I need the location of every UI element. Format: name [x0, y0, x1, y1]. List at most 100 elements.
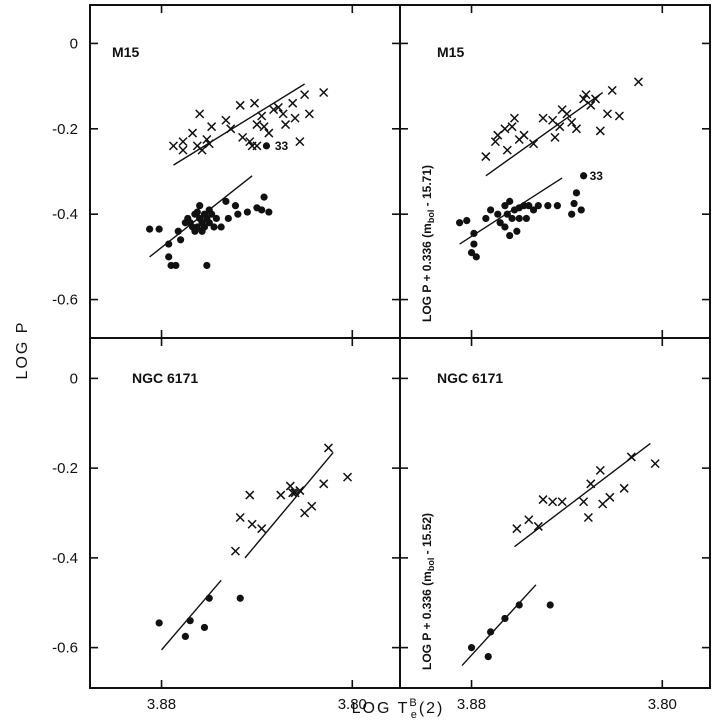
cross-stroke	[230, 546, 240, 556]
cross-stroke	[307, 501, 317, 511]
dot-point	[572, 189, 581, 197]
cross-stroke	[557, 497, 567, 507]
cross-stroke	[235, 512, 245, 523]
dot-point	[208, 210, 216, 218]
cross-stroke	[202, 134, 212, 145]
cross-point	[247, 519, 257, 529]
dot-point	[506, 231, 514, 240]
cross-stroke	[529, 139, 539, 149]
cross-stroke	[207, 122, 217, 132]
cross-stroke	[614, 111, 624, 121]
cross-point	[197, 145, 207, 155]
dot-point	[236, 594, 244, 602]
cross-point	[595, 465, 605, 475]
dot-point	[544, 202, 552, 210]
panel-label: NGC 6171	[132, 370, 198, 386]
dot-point	[484, 652, 492, 661]
cross-stroke	[602, 109, 612, 119]
dot-point	[529, 206, 538, 214]
cross-point	[598, 499, 608, 509]
dot-point	[515, 214, 523, 223]
cross-point	[567, 117, 577, 127]
dot-point	[467, 249, 476, 257]
dot-point	[234, 210, 242, 218]
y-tick-label: -0.2	[52, 460, 78, 477]
dot-point	[513, 227, 521, 235]
dot-point	[470, 240, 478, 248]
cross-stroke	[288, 98, 298, 108]
x-tick-label: 3.80	[648, 696, 677, 713]
cross-point	[614, 111, 624, 121]
dot-point	[553, 202, 561, 210]
cross-point	[269, 105, 279, 115]
y-tick-labels: 0 -0.2 -0.4 -0.6	[52, 370, 78, 656]
cross-stroke	[586, 100, 596, 110]
cross-series	[168, 87, 329, 155]
cross-point	[519, 130, 529, 140]
cross-stroke	[586, 479, 596, 489]
cross-point	[586, 100, 596, 110]
cross-stroke	[304, 109, 314, 119]
cross-point	[507, 122, 517, 132]
cross-point	[343, 472, 353, 482]
cross-stroke	[598, 499, 608, 509]
cross-point	[178, 145, 188, 155]
cross-stroke	[178, 145, 188, 155]
cross-point	[300, 508, 310, 518]
dot-point	[515, 601, 523, 609]
cross-point	[571, 124, 581, 134]
dot-point	[210, 223, 218, 231]
cross-stroke	[633, 77, 643, 87]
dot-point	[146, 225, 154, 233]
cross-stroke	[221, 115, 231, 125]
cross-stroke	[290, 113, 300, 123]
axis-ticks	[90, 338, 400, 688]
cross-stroke	[245, 490, 255, 500]
cross-stroke	[650, 459, 660, 469]
cross-point	[319, 87, 329, 98]
cross-point	[626, 452, 636, 462]
dot-point	[172, 261, 180, 270]
fit-line	[244, 451, 334, 559]
cross-point	[555, 122, 565, 132]
cross-stroke	[507, 122, 517, 132]
cross-stroke	[591, 94, 601, 104]
cross-stroke	[550, 132, 560, 142]
dot-point	[494, 210, 502, 218]
x-tick-label: 3.88	[147, 696, 176, 713]
cross-stroke	[204, 139, 214, 149]
cross-point	[650, 459, 660, 469]
cross-stroke	[502, 145, 512, 155]
dot-point	[243, 208, 251, 216]
cross-point	[288, 98, 298, 108]
cross-point	[502, 145, 512, 155]
dot-point	[501, 614, 509, 623]
cross-stroke	[500, 124, 510, 134]
annotations: 33	[590, 169, 604, 183]
y-axis-title: LOG P	[14, 321, 31, 380]
dot-point	[177, 236, 185, 244]
y-tick-label: 0	[70, 370, 78, 387]
fit-line	[161, 579, 222, 651]
cross-stroke	[481, 152, 491, 162]
cross-stroke	[285, 481, 295, 491]
cross-stroke	[626, 452, 636, 462]
cross-stroke	[288, 488, 298, 498]
cross-point	[529, 139, 539, 149]
cross-stroke	[259, 122, 269, 132]
cross-point	[235, 100, 245, 110]
cross-stroke	[300, 90, 310, 100]
cross-stroke	[533, 521, 543, 531]
cross-stroke	[295, 486, 305, 496]
cross-point	[509, 113, 519, 123]
cross-stroke	[168, 141, 178, 151]
dot-series	[467, 601, 554, 661]
panel-label: M15	[437, 44, 464, 60]
fit-line	[173, 83, 305, 166]
cross-point	[524, 515, 534, 525]
x-tick-labels: 3.88 3.80	[457, 696, 677, 713]
cross-stroke	[607, 85, 617, 95]
dot-point	[570, 199, 578, 208]
dot-point	[546, 601, 554, 609]
dot-point	[265, 208, 273, 216]
